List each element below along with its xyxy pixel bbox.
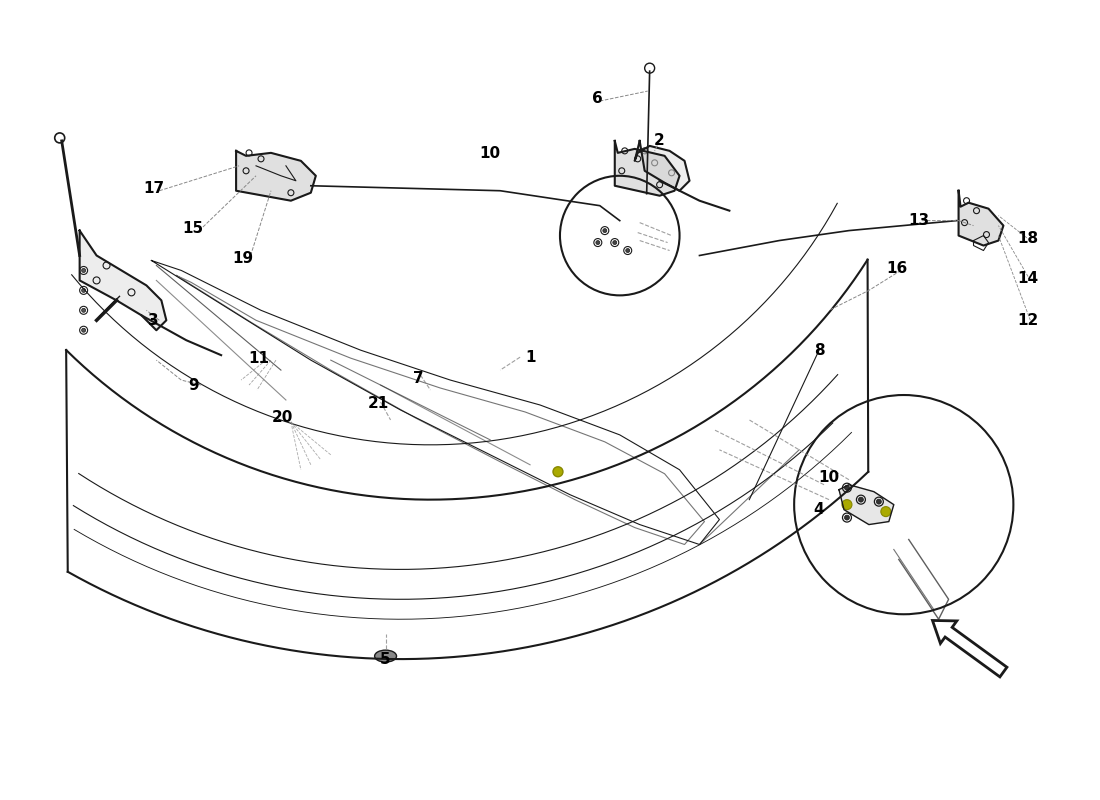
Text: 18: 18 bbox=[1018, 231, 1038, 246]
Text: 12: 12 bbox=[1018, 313, 1040, 328]
Text: 2: 2 bbox=[654, 134, 666, 149]
Circle shape bbox=[842, 500, 851, 510]
Text: 11: 11 bbox=[249, 350, 270, 366]
Text: 8: 8 bbox=[814, 342, 824, 358]
Text: 14: 14 bbox=[1018, 271, 1038, 286]
Text: 9: 9 bbox=[188, 378, 199, 393]
Circle shape bbox=[877, 499, 881, 504]
Text: 10: 10 bbox=[480, 146, 501, 162]
Text: 1: 1 bbox=[525, 350, 536, 365]
Circle shape bbox=[553, 466, 563, 477]
Text: 15: 15 bbox=[183, 221, 204, 236]
Polygon shape bbox=[839, 485, 894, 525]
Polygon shape bbox=[635, 141, 690, 190]
Polygon shape bbox=[958, 190, 1003, 246]
Circle shape bbox=[881, 506, 891, 517]
Circle shape bbox=[596, 241, 600, 245]
Text: 21: 21 bbox=[368, 397, 389, 411]
Polygon shape bbox=[79, 230, 166, 330]
Circle shape bbox=[845, 486, 849, 490]
Circle shape bbox=[603, 229, 607, 233]
Ellipse shape bbox=[375, 650, 396, 662]
Circle shape bbox=[81, 308, 86, 312]
Text: 16: 16 bbox=[887, 261, 907, 276]
Polygon shape bbox=[615, 141, 680, 196]
Circle shape bbox=[81, 288, 86, 292]
Circle shape bbox=[613, 241, 617, 245]
Text: 4: 4 bbox=[814, 502, 824, 517]
Polygon shape bbox=[236, 151, 316, 201]
Circle shape bbox=[845, 515, 849, 520]
Circle shape bbox=[81, 328, 86, 332]
Text: 19: 19 bbox=[232, 251, 254, 266]
Text: 10: 10 bbox=[818, 470, 839, 486]
Text: 3: 3 bbox=[148, 313, 158, 328]
FancyArrow shape bbox=[933, 621, 1006, 677]
Text: 17: 17 bbox=[143, 182, 164, 196]
Circle shape bbox=[81, 269, 86, 273]
Text: 5: 5 bbox=[381, 651, 390, 666]
Text: 7: 7 bbox=[414, 370, 424, 386]
Text: 13: 13 bbox=[909, 213, 929, 228]
Text: 6: 6 bbox=[593, 90, 603, 106]
Circle shape bbox=[858, 497, 864, 502]
Circle shape bbox=[626, 249, 629, 253]
Text: 20: 20 bbox=[272, 410, 294, 426]
